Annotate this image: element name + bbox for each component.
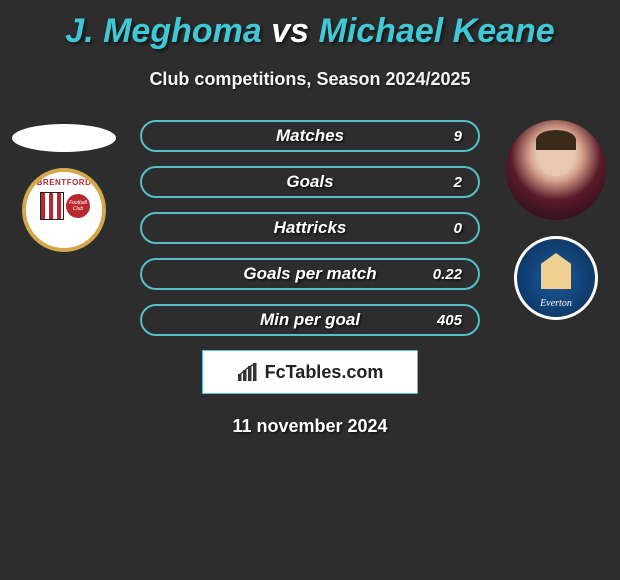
everton-crest-icon <box>514 236 598 320</box>
date-line: 11 november 2024 <box>0 416 620 437</box>
stat-row-min-per-goal: Min per goal 405 <box>140 304 480 336</box>
stat-row-hattricks: Hattricks 0 <box>140 212 480 244</box>
stat-label: Matches <box>276 126 344 146</box>
brentford-crest-icon: FootballClub <box>22 168 106 252</box>
branding-text: FcTables.com <box>265 362 384 383</box>
stat-right-value: 0 <box>454 220 462 237</box>
stat-label: Goals per match <box>243 264 376 284</box>
stat-right-value: 0.22 <box>433 266 462 283</box>
right-player-column <box>500 120 612 320</box>
stat-label: Min per goal <box>260 310 360 330</box>
comparison-body: FootballClub Matches 9 Goals 2 Hattricks… <box>0 120 620 437</box>
vs-connector: vs <box>271 12 309 50</box>
comparison-title: J. Meghoma vs Michael Keane <box>0 0 620 51</box>
stat-right-value: 405 <box>437 312 462 329</box>
left-player-column: FootballClub <box>8 120 120 252</box>
stat-right-value: 9 <box>454 128 462 145</box>
subtitle: Club competitions, Season 2024/2025 <box>0 69 620 90</box>
stats-list: Matches 9 Goals 2 Hattricks 0 Goals per … <box>140 120 480 336</box>
player2-name: Michael Keane <box>319 12 555 50</box>
stat-label: Goals <box>286 172 333 192</box>
stat-row-matches: Matches 9 <box>140 120 480 152</box>
stat-row-goals-per-match: Goals per match 0.22 <box>140 258 480 290</box>
player1-name: J. Meghoma <box>65 12 261 50</box>
player2-photo <box>506 120 606 220</box>
player1-photo-placeholder <box>12 124 116 152</box>
stat-label: Hattricks <box>274 218 347 238</box>
stat-row-goals: Goals 2 <box>140 166 480 198</box>
bar-chart-icon <box>237 363 259 381</box>
fctables-branding: FcTables.com <box>202 350 418 394</box>
stat-right-value: 2 <box>454 174 462 191</box>
